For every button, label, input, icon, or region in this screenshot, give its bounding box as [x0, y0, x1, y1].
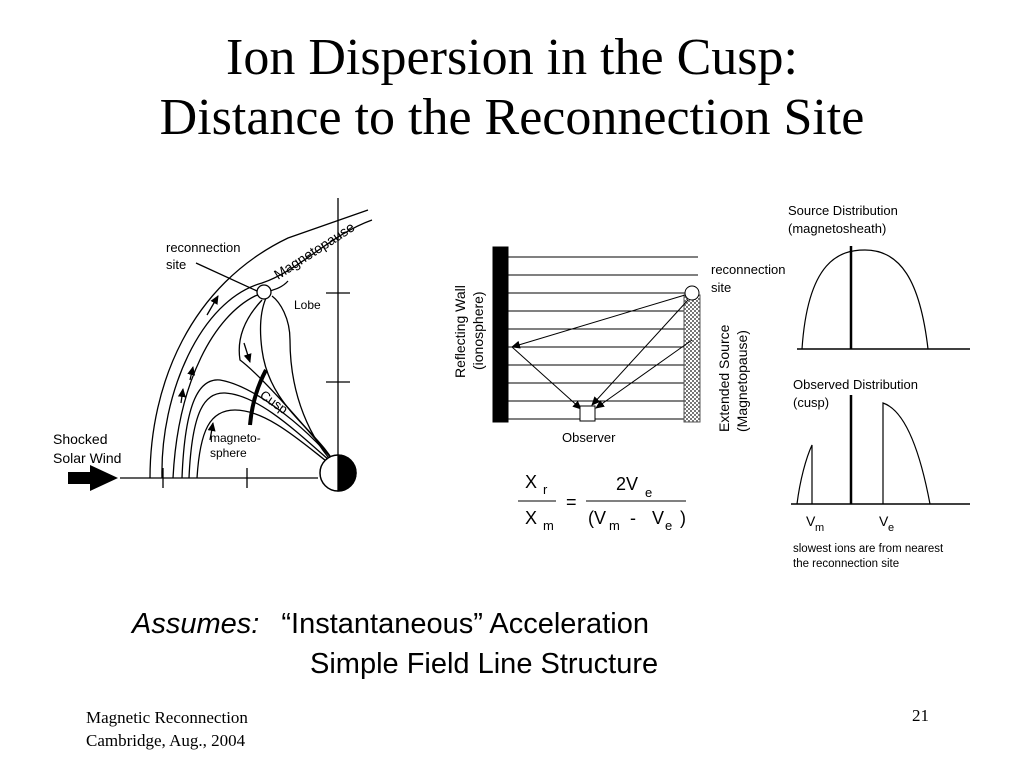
right-diagram-labels: Source Distribution (magnetosheath) Obse… [788, 203, 944, 570]
ray-direct [591, 299, 689, 406]
shocked-solar-wind-label: Solar Wind [53, 450, 121, 466]
ray-to-wall [511, 294, 686, 349]
magnetosphere-label: sphere [210, 446, 247, 460]
observed-distribution-label: (cusp) [793, 395, 829, 410]
field-line [259, 297, 339, 471]
slide-title: Ion Dispersion in the Cusp: Distance to … [0, 28, 1024, 148]
ve-label: V [879, 513, 889, 529]
formula-x: X [525, 472, 537, 492]
formula-x: X [525, 508, 537, 528]
formula-minus: - [630, 508, 636, 528]
ray-extended-source [595, 339, 693, 409]
formula-v: V [652, 508, 664, 528]
reflection-diagram [492, 246, 701, 423]
magnetosphere-label: magneto- [210, 431, 261, 445]
observed-low-curve [796, 444, 813, 505]
reflecting-wall-label: Reflecting Wall [452, 285, 468, 378]
flow-arrow [243, 342, 252, 363]
field-line [188, 392, 339, 479]
formula-sub: e [645, 485, 652, 500]
flow-arrow [177, 388, 186, 404]
ray-reflected [511, 346, 582, 410]
footer: Magnetic Reconnection Cambridge, Aug., 2… [86, 706, 248, 752]
solar-wind-arrow [68, 465, 118, 491]
cusp-line [248, 369, 268, 426]
formula-2v: 2V [616, 474, 638, 494]
reflecting-wall [492, 246, 509, 423]
extended-source-column [683, 294, 701, 423]
source-distribution-curve [801, 249, 929, 350]
vm-label: V [806, 513, 816, 529]
reconnection-site-label: site [166, 257, 186, 272]
slide-title-line-2: Distance to the Reconnection Site [159, 89, 865, 146]
ve-sub: e [888, 522, 894, 534]
flow-arrow [206, 295, 219, 316]
shocked-solar-wind-label: Shocked [53, 431, 107, 447]
source-distribution-label: (magnetosheath) [788, 221, 886, 236]
lobe-label: Lobe [294, 298, 321, 312]
distribution-plots [791, 246, 970, 505]
note-line: the reconnection site [793, 558, 899, 570]
flow-arrow [187, 366, 196, 381]
vm-sub: m [815, 522, 824, 534]
magnetosphere-cusp-diagram [68, 198, 373, 492]
assumption-1: “Instantaneous” Acceleration [281, 608, 649, 640]
middle-diagram-labels: Reflecting Wall (ionosphere) reconnectio… [452, 262, 785, 445]
assumptions: Assumes: “Instantaneous” Acceleration Si… [132, 604, 658, 680]
formula-sub: e [665, 518, 672, 533]
source-distribution-label: Source Distribution [788, 203, 898, 218]
flow-arrow [207, 422, 216, 441]
magnetopause-inner-line [161, 219, 373, 479]
formula-close-paren: ) [680, 508, 686, 528]
formula-equals: = [566, 492, 577, 512]
formula-paren-v: (V [588, 508, 606, 528]
field-line [196, 409, 339, 479]
assumes-label: Assumes: [132, 608, 260, 640]
formula-sub: m [543, 518, 554, 533]
magnetopause-label: Magnetopause [271, 219, 358, 283]
dispersion-formula: X r X m = 2V e (V m - V e ) [518, 472, 686, 533]
reconnection-site-label: reconnection [711, 262, 785, 277]
footer-line-1: Magnetic Reconnection [86, 708, 248, 727]
observer-box [579, 405, 596, 422]
extended-source-label: Extended Source [716, 324, 732, 432]
observer-label: Observer [562, 430, 616, 445]
reflecting-wall-label: (ionosphere) [470, 291, 486, 370]
observed-high-curve [882, 402, 931, 505]
earth-night-side [337, 454, 357, 492]
reconnection-site-label: site [711, 280, 731, 295]
slide-title-line-1: Ion Dispersion in the Cusp: [226, 29, 798, 86]
field-line [238, 299, 339, 467]
field-line [181, 379, 339, 479]
reconnection-site-circle [256, 284, 272, 300]
magnetopause-outer-line [149, 209, 369, 479]
reconnection-site-circle [684, 285, 700, 301]
footer-line-2: Cambridge, Aug., 2004 [86, 731, 246, 750]
formula-sub: m [609, 518, 620, 533]
assumption-2: Simple Field Line Structure [310, 648, 659, 680]
open-field-line [172, 280, 289, 479]
reconnection-site-pointer [195, 262, 258, 292]
reconnection-site-label: reconnection [166, 240, 240, 255]
formula-sub: r [543, 482, 548, 497]
observed-distribution-label: Observed Distribution [793, 377, 918, 392]
extended-source-label: (Magnetopause) [734, 330, 750, 432]
note-line: slowest ions are from nearest [793, 543, 944, 555]
page-number: 21 [912, 706, 929, 725]
left-diagram-labels: reconnection site Magnetopause Lobe Cusp… [53, 219, 357, 466]
